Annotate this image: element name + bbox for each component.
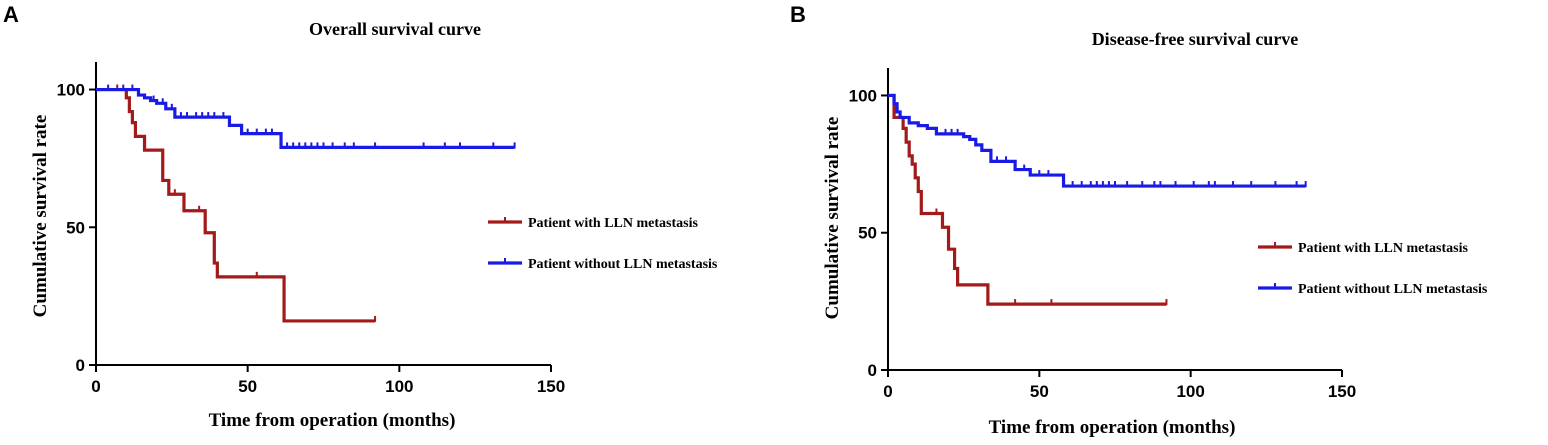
panel-b-y-tick-label: 0 [868, 361, 877, 380]
panel-b-x-tick-label: 100 [1176, 382, 1204, 401]
panel-b-y-axis-label: Cumulative survival rate [822, 117, 843, 320]
panel-a-x-axis-label: Time from operation (months) [209, 410, 456, 431]
panel-b-x-tick-label: 50 [1030, 382, 1049, 401]
panel-b-title: Disease-free survival curve [1092, 29, 1299, 49]
panel-a-legend: Patient with LLN metastasis Patient witho… [488, 216, 718, 272]
panel-b-curve-with-lln [888, 93, 1167, 306]
panel-b-legend: Patient with LLN metastasis Patient witho… [1258, 241, 1488, 297]
panel-a-letter: A [3, 2, 19, 27]
panel-b-curves [888, 93, 1307, 306]
panel-a-axes: 0 50 100 150 0 50 100 [57, 62, 565, 396]
panel-b-curve-without-lln [888, 93, 1306, 188]
panel-a-legend-label-without-lln: Patient without LLN metastasis [528, 257, 718, 272]
panel-a-curves [96, 84, 516, 323]
panel-a-legend-label-with-lln: Patient with LLN metastasis [528, 216, 698, 231]
panel-a-x-tick-label: 0 [91, 377, 100, 396]
panel-b-x-tick-label: 150 [1328, 382, 1356, 401]
panel-b-y-tick-label: 50 [858, 224, 877, 243]
panel-a-x-tick-label: 100 [385, 377, 413, 396]
panel-a-y-tick-label: 0 [76, 356, 85, 375]
panel-b-letter: B [790, 2, 806, 27]
panel-b: B Disease-free survival curve Time from … [790, 2, 1488, 438]
panel-a-curve-with-lln [96, 87, 376, 323]
panel-a: A Overall survival curve Time from opera… [3, 2, 718, 431]
panel-a-x-tick-label: 50 [238, 377, 257, 396]
panel-b-y-tick-label: 100 [849, 86, 877, 105]
panel-b-x-tick-label: 0 [883, 382, 892, 401]
panel-b-axes: 0 50 100 150 0 50 100 [849, 68, 1356, 401]
panel-a-y-tick-label: 50 [66, 218, 85, 237]
panel-a-curve-without-lln [96, 87, 515, 149]
panel-a-title: Overall survival curve [309, 19, 481, 39]
panel-b-legend-label-with-lln: Patient with LLN metastasis [1298, 241, 1468, 256]
panel-a-y-tick-label: 100 [57, 81, 85, 100]
panel-b-legend-label-without-lln: Patient without LLN metastasis [1298, 282, 1488, 297]
panel-a-x-tick-label: 150 [537, 377, 565, 396]
panel-b-x-axis-label: Time from operation (months) [989, 417, 1236, 438]
panel-a-y-axis-label: Cumulative survival rate [30, 115, 51, 318]
